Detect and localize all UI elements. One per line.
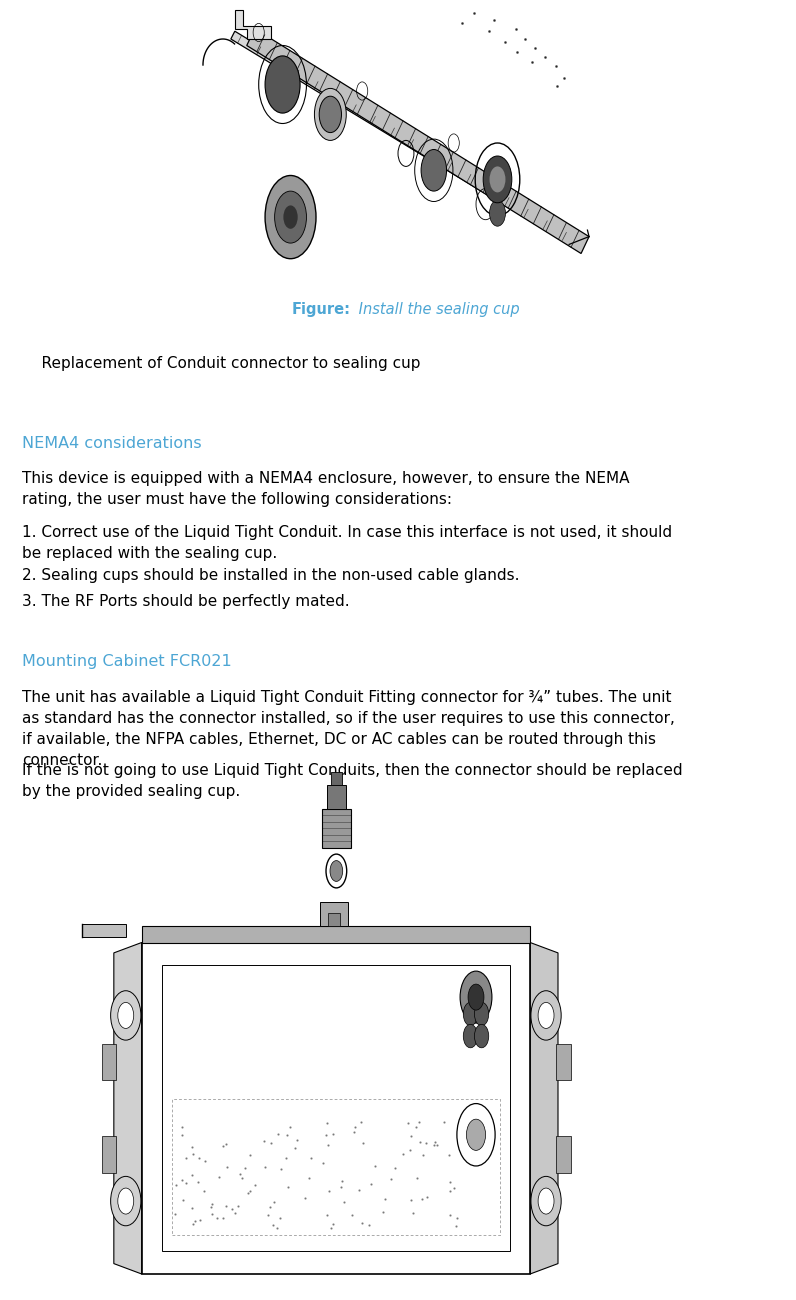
Circle shape (474, 1024, 489, 1048)
Text: 1. Correct use of the Liquid Tight Conduit. In case this interface is not used, : 1. Correct use of the Liquid Tight Condu… (22, 525, 673, 562)
Bar (102, 1136, 116, 1173)
Text: Mounting Cabinet FCR021: Mounting Cabinet FCR021 (22, 654, 232, 670)
Circle shape (118, 1002, 134, 1028)
Circle shape (538, 1002, 554, 1028)
Circle shape (463, 1024, 478, 1048)
Bar (556, 1044, 571, 1080)
Circle shape (490, 200, 505, 226)
Polygon shape (114, 942, 142, 1274)
Circle shape (463, 1002, 478, 1026)
Circle shape (265, 56, 300, 113)
Circle shape (111, 991, 141, 1040)
Bar (142, 942, 530, 1274)
Text: 2. Sealing cups should be installed in the non-used cable glands.: 2. Sealing cups should be installed in t… (22, 568, 520, 584)
Bar (556, 1136, 571, 1173)
Circle shape (111, 1176, 141, 1226)
Circle shape (468, 984, 484, 1010)
Circle shape (265, 176, 316, 259)
Circle shape (466, 1119, 486, 1150)
Text: If the is not going to use Liquid Tight Conduits, then the connector should be r: If the is not going to use Liquid Tight … (22, 763, 683, 800)
Bar (102, 1044, 116, 1080)
Circle shape (460, 971, 492, 1023)
Circle shape (421, 150, 447, 191)
Bar (331, 772, 342, 785)
Bar (82, 924, 126, 937)
Circle shape (330, 861, 343, 881)
Bar (142, 926, 530, 942)
Circle shape (474, 1002, 489, 1026)
Circle shape (283, 205, 298, 229)
Circle shape (314, 88, 346, 140)
Circle shape (483, 156, 512, 203)
Circle shape (490, 166, 505, 192)
Text: Replacement of Conduit connector to sealing cup: Replacement of Conduit connector to seal… (22, 356, 421, 372)
Text: The unit has available a Liquid Tight Conduit Fitting connector for ¾” tubes. Th: The unit has available a Liquid Tight Co… (22, 690, 675, 768)
Bar (327, 785, 346, 809)
Text: Figure:: Figure: (291, 302, 350, 317)
Text: 3. The RF Ports should be perfectly mated.: 3. The RF Ports should be perfectly mate… (22, 594, 350, 610)
Bar (320, 902, 349, 926)
Polygon shape (231, 31, 573, 244)
Text: Install the sealing cup: Install the sealing cup (354, 302, 520, 317)
Text: NEMA4 considerations: NEMA4 considerations (22, 436, 202, 451)
Circle shape (275, 191, 306, 243)
Polygon shape (530, 942, 558, 1274)
Polygon shape (247, 29, 589, 254)
Bar (162, 965, 510, 1251)
Circle shape (531, 1176, 561, 1226)
Text: This device is equipped with a NEMA4 enclosure, however, to ensure the NEMA
rati: This device is equipped with a NEMA4 enc… (22, 471, 630, 507)
Bar (172, 1098, 500, 1235)
Bar (322, 809, 351, 848)
Circle shape (531, 991, 561, 1040)
Polygon shape (235, 10, 271, 39)
Circle shape (538, 1188, 554, 1214)
Circle shape (118, 1188, 134, 1214)
Bar (328, 913, 341, 926)
Circle shape (319, 96, 341, 133)
